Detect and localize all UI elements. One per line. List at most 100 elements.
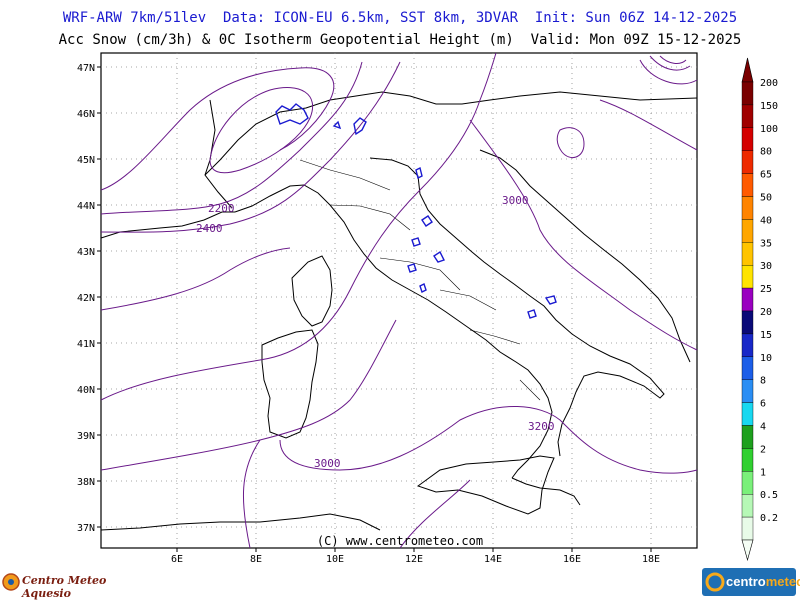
contour-far-east [599, 99, 698, 151]
legend-swatch [741, 81, 754, 106]
legend-label: 4 [760, 422, 766, 433]
centrometeo-logo: centrometeo [702, 568, 800, 596]
lat-label: 46N [77, 109, 95, 120]
snow-patch-lombardy [332, 120, 342, 130]
legend-label: 0.2 [760, 513, 778, 524]
legend-swatch [741, 356, 754, 380]
snow-patch-south-2 [527, 309, 537, 319]
lat-label: 45N [77, 155, 95, 166]
legend-swatch [741, 173, 754, 197]
contour-label-3000-east: 3000 [502, 194, 529, 207]
italy-tyrrhenian-south [511, 477, 581, 506]
lat-label: 43N [77, 247, 95, 258]
legend-label: 150 [760, 101, 778, 112]
legend-swatch [741, 127, 754, 151]
snow-patch-alps-west [275, 103, 309, 125]
contour-ne-closed [639, 55, 698, 85]
contour-2400 [100, 61, 401, 233]
contour-3200 [279, 405, 698, 474]
legend-label: 2 [760, 444, 766, 455]
snow-patch-apennine-5 [407, 263, 417, 273]
italy-peninsula-coast [234, 184, 553, 479]
contour-labels: 2200 2400 3000 3200 3000 [196, 194, 555, 470]
legend-swatch [741, 287, 754, 312]
snow-patch-alps-center [353, 117, 367, 136]
contour-alps-loop [209, 87, 313, 174]
contour-label-3000-south: 3000 [314, 457, 341, 470]
lon-label: 12E [405, 554, 423, 565]
legend-swatch [741, 425, 754, 449]
italy-adriatic-coast [369, 157, 665, 457]
snow-patch-apennine-4 [433, 250, 445, 263]
lon-label: 8E [250, 554, 262, 565]
lat-label: 47N [77, 63, 95, 74]
snow-patch-south [544, 295, 557, 305]
legend-swatch [741, 196, 754, 220]
centrometeo-emblem-icon [705, 572, 725, 592]
legend-label: 8 [760, 376, 766, 387]
legend-swatch [741, 242, 754, 266]
legend-label: 50 [760, 193, 772, 204]
lat-label: 40N [77, 385, 95, 396]
corsica-coast [291, 255, 333, 327]
legend-swatch [741, 310, 754, 335]
legend-swatch [741, 494, 754, 518]
lat-label: 37N [77, 523, 95, 534]
legend-label: 80 [760, 147, 772, 158]
contour-big-west [100, 52, 497, 401]
lat-label: 42N [77, 293, 95, 304]
contour-3000-north [100, 67, 335, 191]
snow-patch-apennine-2 [421, 215, 433, 227]
centrometeo-logo-text-b: meteo [765, 574, 800, 589]
regional-borders [299, 159, 541, 401]
snow-patch-apennine-1 [415, 166, 423, 180]
legend-swatch [741, 379, 754, 403]
snow-patch-apennine-6 [419, 283, 427, 293]
contour-2200 [100, 61, 363, 215]
centrometeo-logo-text-a: centro [726, 574, 766, 589]
legend-arrow-top [741, 57, 754, 83]
legend-label: 40 [760, 215, 772, 226]
legend-swatch [741, 265, 754, 289]
legend-label: 100 [760, 124, 778, 135]
legend-swatch [741, 448, 754, 472]
legend-swatch [741, 471, 754, 495]
contour-sw-sardinia [243, 439, 261, 549]
lat-label: 41N [77, 339, 95, 350]
legend-label: 20 [760, 307, 772, 318]
legend-label: 10 [760, 353, 772, 364]
lon-label: 18E [642, 554, 660, 565]
legend-swatch [741, 402, 754, 426]
centro-meteo-aquesio-logo: Centro Meteo Aquesio [2, 568, 122, 600]
north-africa-coast [100, 513, 381, 531]
legend-label: 200 [760, 78, 778, 89]
contour-3000-sw [100, 247, 291, 311]
contour-east-small [556, 127, 585, 159]
coastlines [100, 91, 698, 531]
contour-label-2400: 2400 [196, 222, 223, 235]
legend-label: 0.5 [760, 490, 778, 501]
legend-label: 30 [760, 261, 772, 272]
legend-label: 25 [760, 284, 772, 295]
snow-legend: 200 150 100 80 65 50 40 35 30 25 20 15 10 8 6 4 2 1 0.5 0.2 [741, 57, 778, 562]
snow-patch-apennine-3 [411, 237, 421, 247]
france-border [204, 99, 233, 209]
copyright-credit: (C) www.centrometeo.com [316, 534, 484, 548]
legend-label: 6 [760, 399, 766, 410]
legend-label: 35 [760, 238, 772, 249]
legend-swatch [741, 333, 754, 357]
legend-arrow-bottom [741, 539, 754, 562]
snow-areas [275, 103, 557, 319]
legend-label: 1 [760, 467, 766, 478]
chart-title-line-2: Acc Snow (cm/3h) & 0C Isotherm Geopotent… [58, 32, 742, 48]
aquesio-emblem-icon [2, 573, 20, 591]
contour-south-lower [399, 479, 471, 549]
contour-3000-south [100, 319, 397, 471]
legend-label: 65 [760, 170, 772, 181]
lon-label: 10E [326, 554, 344, 565]
chart-title-line-1: WRF-ARW 7km/51lev Data: ICON-EU 6.5km, S… [62, 10, 738, 26]
map-frame [100, 52, 698, 549]
isotherm-contours [100, 52, 698, 549]
lon-label: 14E [484, 554, 502, 565]
